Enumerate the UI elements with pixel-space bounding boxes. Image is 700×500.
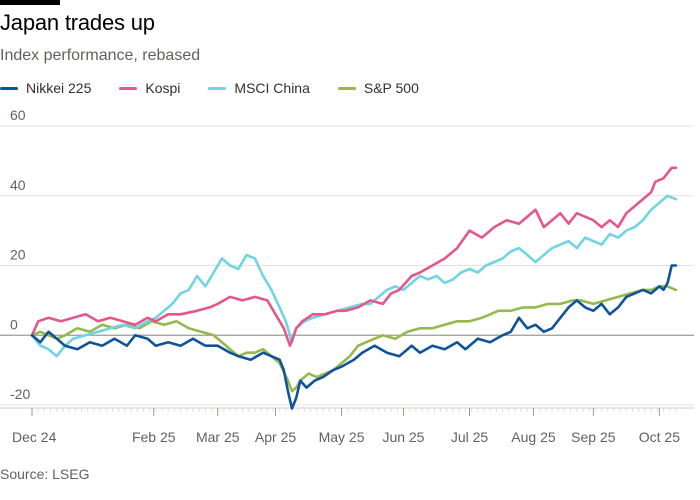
x-tick-label-0: Dec 24 — [12, 429, 57, 445]
legend-item-msci-china: MSCI China — [208, 80, 310, 96]
source-note: Source: LSEG — [0, 466, 90, 482]
grid-layer — [0, 125, 694, 406]
y-tick-label--20: -20 — [10, 386, 30, 402]
series-layer — [30, 166, 678, 410]
legend-label-sp500: S&P 500 — [363, 80, 419, 96]
y-tick-label-40: 40 — [10, 177, 26, 193]
legend-swatch-msci-china — [208, 86, 227, 90]
series-line-nikkei-225 — [30, 264, 678, 410]
series-line-msci-china — [30, 194, 678, 358]
x-tick-label-7: Aug 25 — [511, 429, 556, 445]
x-axis: Dec 24 Feb 25 Mar 25 Apr 25 May 25 Jun 25 Jul … — [0, 407, 694, 445]
x-tick-label-3: Apr 25 — [255, 429, 296, 445]
legend: Nikkei 225 Kospi MSCI China S&P 500 — [0, 80, 419, 96]
x-tick-label-6: Jul 25 — [451, 429, 489, 445]
chart-title: Japan trades up — [0, 10, 155, 35]
x-tick-label-2: Mar 25 — [196, 429, 240, 445]
legend-swatch-nikkei — [0, 86, 18, 90]
brand-bar — [0, 0, 60, 5]
x-tick-label-4: May 25 — [319, 429, 365, 445]
x-tick-label-9: Oct 25 — [639, 429, 680, 445]
x-tick-label-8: Sep 25 — [571, 429, 616, 445]
x-tick-label-1: Feb 25 — [132, 429, 176, 445]
chart-subtitle: Index performance, rebased — [0, 47, 201, 64]
y-axis-labels: -20 0 20 40 60 — [10, 107, 30, 402]
legend-item-nikkei: Nikkei 225 — [0, 80, 91, 96]
legend-swatch-kospi — [119, 86, 138, 90]
legend-label-msci-china: MSCI China — [234, 80, 310, 96]
legend-label-nikkei: Nikkei 225 — [26, 80, 92, 96]
x-tick-label-5: Jun 25 — [382, 429, 424, 445]
series-line-kospi — [30, 166, 678, 347]
y-tick-label-60: 60 — [10, 107, 26, 123]
legend-item-kospi: Kospi — [119, 80, 180, 96]
legend-swatch-sp500 — [337, 86, 356, 90]
legend-label-kospi: Kospi — [145, 80, 181, 96]
legend-item-sp500: S&P 500 — [337, 80, 419, 96]
y-tick-label-0: 0 — [10, 316, 18, 332]
y-tick-label-20: 20 — [10, 247, 26, 263]
